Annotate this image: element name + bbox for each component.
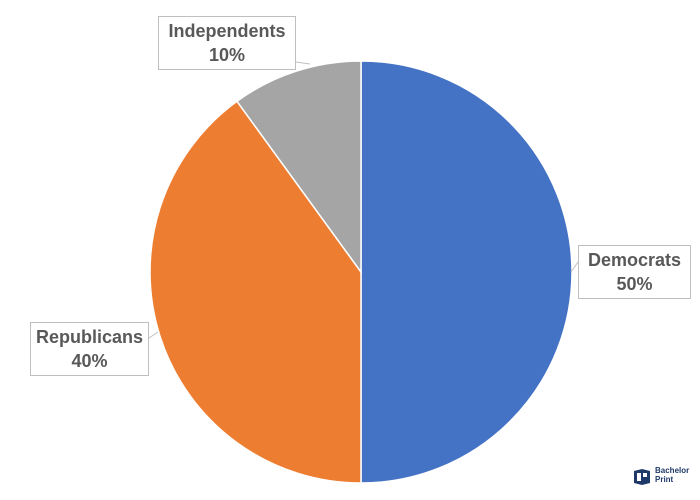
slice-label-democrats: Democrats	[587, 250, 682, 270]
data-label-republicans: Republicans 40%	[30, 322, 149, 376]
pie-slices	[149, 60, 573, 484]
slice-percent-democrats: 50%	[616, 274, 653, 294]
leader-line-democrats	[570, 261, 579, 273]
slice-label-republicans: Republicans	[35, 327, 144, 347]
bachelorprint-logo-text: Bachelor Print	[655, 466, 689, 484]
data-label-democrats: Democrats 50%	[578, 245, 691, 299]
slice-label-independents: Independents	[168, 21, 286, 41]
pie-slice-independents	[235, 60, 362, 275]
slice-percent-independents: 10%	[208, 45, 246, 65]
leader-line-independents	[295, 61, 311, 65]
data-label-independents: Independents 10%	[158, 16, 296, 70]
pie-slice-democrats	[360, 60, 573, 484]
logo-line-2: Print	[655, 475, 674, 484]
label-leader-lines	[148, 61, 579, 339]
logo-line-1: Bachelor	[655, 466, 690, 475]
slice-percent-republicans: 40%	[71, 351, 108, 371]
pie-slice-republicans	[149, 100, 362, 484]
bachelorprint-logo-icon	[634, 469, 650, 485]
leader-line-republicans	[148, 331, 159, 339]
bachelorprint-logo: Bachelor Print	[633, 466, 695, 490]
